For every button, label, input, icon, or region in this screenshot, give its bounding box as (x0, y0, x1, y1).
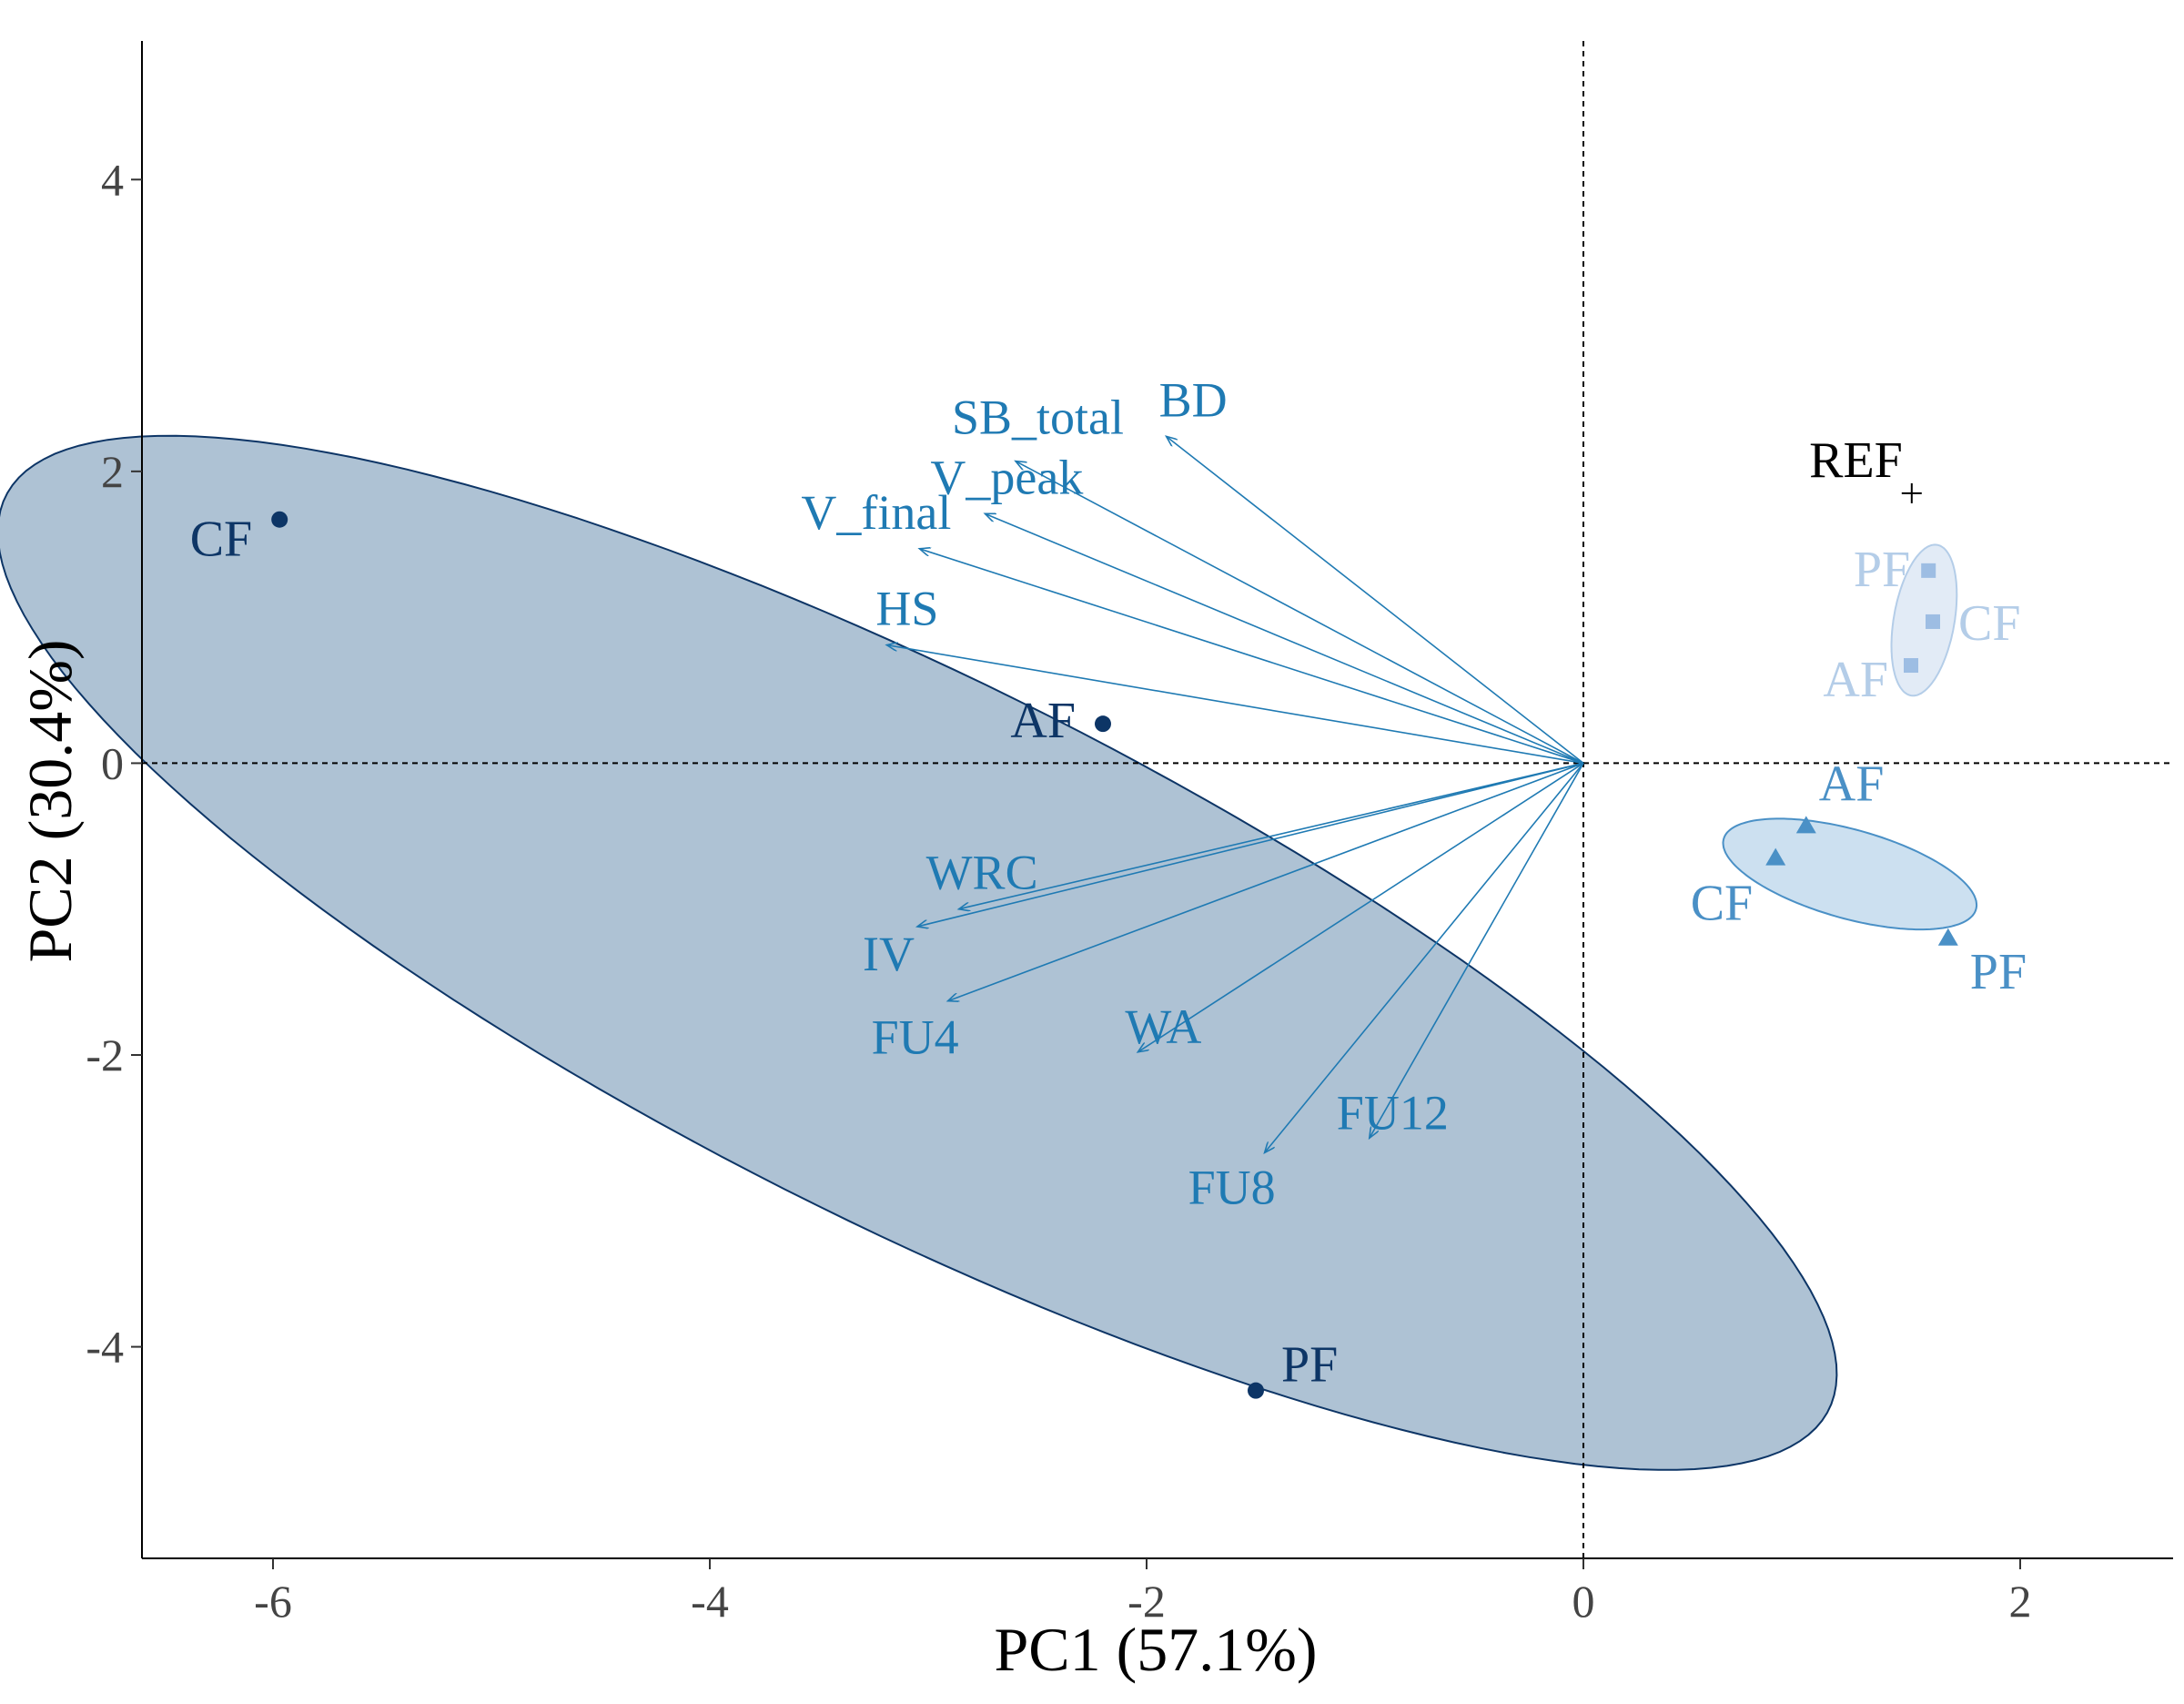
group-3-ellipse (1722, 817, 1978, 931)
x-tick-label: -6 (254, 1576, 292, 1627)
group-1-label-cf: CF (190, 512, 253, 568)
loading-label-v_final: V_final (801, 485, 951, 540)
group-1-label-pf: PF (1281, 1337, 1338, 1394)
loading-label-fu8: FU8 (1188, 1160, 1276, 1214)
group-2-ellipse (1890, 543, 1958, 697)
group-2-point-cf (1926, 614, 1940, 629)
loading-label-v_peak: V_peak (930, 450, 1083, 504)
y-tick-label: 2 (101, 446, 124, 497)
loading-arrow-fu12 (1370, 763, 1584, 1138)
reference-lines (142, 41, 2173, 1558)
group-3-point-pf (1937, 928, 1958, 946)
loading-arrow-v_final (919, 549, 1584, 765)
y-tick-label: -4 (86, 1322, 124, 1373)
group-1-point-af (1095, 715, 1111, 733)
loading-arrow-fu4 (948, 762, 1584, 1000)
group-2-label-pf: PF (1854, 542, 1910, 598)
loading-label-hs: HS (875, 582, 938, 636)
group-2-point-pf (1921, 563, 1936, 578)
axis-ticks: -6 -4 -2 0 2 -4 -2 0 2 4 (86, 154, 2031, 1627)
group-3-point-af (1795, 816, 1816, 834)
loading-label-fu12: FU12 (1337, 1085, 1449, 1140)
y-tick-label: -2 (86, 1030, 124, 1080)
loading-label-wa: WA (1125, 999, 1201, 1054)
group-2-point-af (1904, 658, 1918, 674)
group-3-label-cf: CF (1691, 876, 1754, 932)
axes (141, 41, 2173, 1559)
group-1-ellipse (0, 434, 1838, 1471)
loading-arrow-iv (917, 762, 1584, 927)
loading-arrow-wrc (959, 762, 1584, 908)
loading-arrow-bd (1167, 436, 1584, 765)
y-tick-label: 0 (101, 737, 124, 788)
y-tick-label: 4 (101, 154, 124, 205)
loading-arrow-fu8 (1265, 762, 1584, 1152)
loading-label-iv: IV (863, 927, 915, 981)
x-tick-label: 0 (1572, 1576, 1595, 1627)
loading-label-bd: BD (1159, 372, 1228, 427)
group-3-point-cf (1765, 847, 1786, 866)
loading-label-fu4: FU4 (872, 1010, 959, 1065)
loading-arrow-v_peak (985, 513, 1584, 765)
x-tick-label: -4 (691, 1576, 729, 1627)
y-axis-title: PC2 (30.4%) (15, 639, 85, 962)
group-3-label-pf: PF (1970, 944, 2027, 1000)
loading-label-wrc: WRC (926, 846, 1038, 900)
group-1-label-af: AF (1010, 693, 1076, 749)
x-tick-label: -2 (1127, 1576, 1166, 1627)
group-3-label-af: AF (1819, 756, 1885, 812)
loading-label-sb_total: SB_total (952, 390, 1124, 445)
group-2-label-cf: CF (1958, 595, 2021, 652)
observation-points: CF AF PF PF CF AF AF CF PF REF (190, 432, 2027, 1399)
reference-point-label: REF (1809, 432, 1903, 489)
group-1-point-pf (1248, 1382, 1264, 1399)
loading-arrow-hs (886, 645, 1584, 765)
loading-arrow-sb_total (1016, 462, 1584, 765)
x-tick-label: 2 (2009, 1576, 2032, 1627)
loading-arrow-wa (1138, 762, 1584, 1051)
group-2-label-af: AF (1823, 652, 1888, 708)
confidence-ellipses (0, 434, 1978, 1471)
group-1-point-cf (271, 511, 288, 528)
x-axis-title: PC1 (57.1%) (994, 1615, 1317, 1684)
